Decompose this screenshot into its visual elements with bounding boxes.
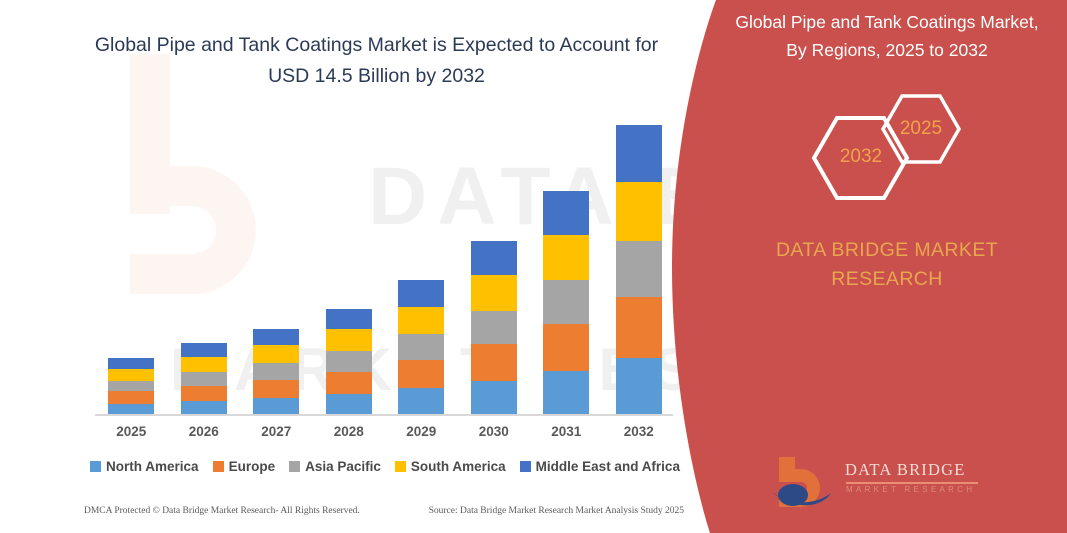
red-panel-shape bbox=[672, 0, 1067, 533]
x-label-2028: 2028 bbox=[333, 424, 364, 439]
bar-segment bbox=[180, 357, 227, 372]
bar-segment bbox=[180, 385, 227, 402]
bar-segment bbox=[398, 280, 445, 307]
x-axis-line bbox=[95, 414, 673, 416]
legend-label: North America bbox=[106, 458, 199, 474]
bar-segment bbox=[398, 359, 445, 389]
bar-segment bbox=[470, 310, 517, 345]
footer: DMCA Protected © Data Bridge Market Rese… bbox=[84, 506, 684, 516]
x-label-2026: 2026 bbox=[188, 424, 219, 439]
hexagon-icons bbox=[811, 94, 962, 200]
bar-2026 bbox=[180, 343, 227, 415]
brand-name: DATA BRIDGE MARKET RESEARCH bbox=[707, 236, 1067, 294]
bar-segment bbox=[543, 235, 590, 281]
bar-segment bbox=[615, 240, 662, 298]
bar-2032 bbox=[615, 124, 662, 415]
bar-segment bbox=[108, 357, 155, 369]
right-panel: Global Pipe and Tank Coatings Market, By… bbox=[667, 0, 1067, 533]
bar-segment bbox=[615, 357, 662, 415]
brand-line-1: DATA BRIDGE MARKET bbox=[775, 239, 999, 261]
hexagon-group: 2025 2032 bbox=[727, 88, 1047, 208]
legend-item[interactable]: South America bbox=[394, 458, 506, 474]
bar-segment bbox=[108, 391, 155, 405]
logo-wordmark: DATA BRIDGE bbox=[845, 460, 966, 479]
legend-label: Europe bbox=[228, 458, 276, 474]
x-label-2032: 2032 bbox=[623, 424, 654, 439]
bar-segment bbox=[615, 181, 662, 241]
bar-segment bbox=[543, 190, 590, 236]
panel-title: Global Pipe and Tank Coatings Market, By… bbox=[735, 12, 1039, 60]
legend-label: Middle East and Africa bbox=[535, 458, 680, 474]
bar-2027 bbox=[253, 328, 300, 415]
bar-2028 bbox=[325, 308, 372, 415]
bar-segment bbox=[470, 344, 517, 381]
bar-segment bbox=[108, 404, 155, 415]
bar-segment bbox=[253, 362, 300, 380]
bar-segment bbox=[398, 306, 445, 335]
stacked-bar-chart bbox=[95, 120, 675, 415]
legend-item[interactable]: North America bbox=[90, 459, 199, 474]
logo-tagline: MARKET RESEARCH bbox=[846, 485, 976, 494]
legend-swatch-icon bbox=[212, 460, 224, 472]
legend-item[interactable]: Europe bbox=[212, 458, 276, 474]
hex-label-2032: 2032 bbox=[839, 146, 883, 167]
bar-segment bbox=[398, 334, 445, 360]
bar-2030 bbox=[470, 241, 517, 415]
footer-copyright: DMCA Protected © Data Bridge Market Rese… bbox=[84, 506, 360, 516]
legend-swatch-icon bbox=[289, 460, 301, 472]
bar-segment bbox=[108, 368, 155, 381]
x-label-2031: 2031 bbox=[551, 424, 582, 439]
bar-segment bbox=[325, 308, 372, 330]
x-axis-labels: 2025 2026 2027 2028 2029 2030 2031 2032 bbox=[95, 424, 673, 446]
bar-segment bbox=[253, 398, 300, 415]
x-label-2030: 2030 bbox=[478, 424, 509, 439]
bar-segment bbox=[543, 280, 590, 324]
bar-segment bbox=[325, 329, 372, 352]
data-bridge-logo: DATA BRIDGE MARKET RESEARCH bbox=[767, 455, 997, 513]
bar-segment bbox=[543, 370, 590, 415]
chart-title: Global Pipe and Tank Coatings Market is … bbox=[94, 34, 659, 87]
bar-segment bbox=[180, 401, 227, 415]
bar-2029 bbox=[398, 280, 445, 415]
x-label-2029: 2029 bbox=[406, 424, 437, 439]
bar-segment bbox=[180, 343, 227, 357]
bar-segment bbox=[470, 380, 517, 415]
legend-item[interactable]: Middle East and Africa bbox=[519, 458, 680, 474]
data-bridge-logo-icon bbox=[769, 457, 831, 507]
hexagon-2025-icon bbox=[880, 94, 962, 164]
bar-segment bbox=[180, 371, 227, 386]
bar-2025 bbox=[108, 357, 155, 415]
x-label-2025: 2025 bbox=[116, 424, 147, 439]
legend-swatch-icon bbox=[90, 460, 102, 472]
bar-segment bbox=[325, 351, 372, 372]
bar-segment bbox=[470, 241, 517, 276]
bar-segment bbox=[253, 379, 300, 399]
bar-segment bbox=[398, 388, 445, 415]
bar-segment bbox=[325, 371, 372, 395]
legend-swatch-icon bbox=[519, 460, 531, 472]
bar-segment bbox=[253, 345, 300, 363]
legend-label: South America bbox=[410, 458, 506, 474]
legend-item[interactable]: Asia Pacific bbox=[289, 459, 381, 474]
footer-source: Source: Data Bridge Market Research Mark… bbox=[428, 506, 684, 516]
hex-label-2025: 2025 bbox=[899, 118, 943, 139]
bar-segment bbox=[615, 124, 662, 182]
legend-label: Asia Pacific bbox=[305, 458, 381, 474]
bar-segment bbox=[615, 297, 662, 358]
bar-segment bbox=[470, 275, 517, 311]
brand-line-2: RESEARCH bbox=[831, 268, 943, 290]
x-label-2027: 2027 bbox=[261, 424, 292, 439]
legend-swatch-icon bbox=[394, 460, 406, 472]
chart-legend: North America Europe Asia Pacific South Ame… bbox=[90, 455, 680, 477]
bar-segment bbox=[543, 323, 590, 371]
bar-2031 bbox=[543, 190, 590, 415]
logo-divider bbox=[846, 482, 978, 484]
bar-segment bbox=[325, 394, 372, 415]
bar-segment bbox=[108, 380, 155, 392]
bar-segment bbox=[253, 328, 300, 346]
hexagon-2032-icon bbox=[811, 116, 910, 200]
